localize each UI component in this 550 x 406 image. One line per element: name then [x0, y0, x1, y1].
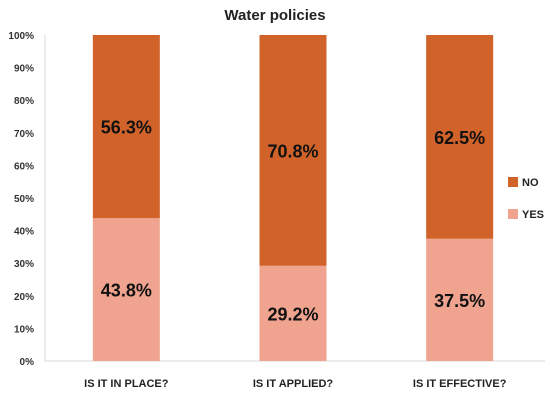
data-label: 62.5%: [434, 128, 485, 148]
y-tick-label: 50%: [14, 194, 34, 205]
bar-yes: [259, 265, 327, 361]
x-tick-label: IS IT IN PLACE?: [84, 378, 169, 390]
y-tick-label: 20%: [14, 292, 34, 303]
y-tick-label: 60%: [14, 161, 34, 172]
data-label: 29.2%: [267, 304, 318, 324]
bars: 43.8% 56.3% 29.2% 70.8% 37.5% 62.5%: [92, 35, 494, 361]
y-tick-label: 10%: [14, 324, 34, 335]
legend-swatch-no: [508, 177, 518, 187]
bar-yes: [92, 218, 160, 361]
y-tick-label: 80%: [14, 96, 34, 107]
data-label: 43.8%: [101, 281, 152, 301]
x-tick-label: IS IT EFFECTIVE?: [413, 378, 507, 390]
legend-swatch-yes: [508, 209, 518, 219]
x-tick-label: IS IT APPLIED?: [253, 378, 334, 390]
y-tick-label: 90%: [14, 64, 34, 75]
data-label: 37.5%: [434, 291, 485, 311]
y-tick-label: 70%: [14, 129, 34, 140]
legend-label-no: NO: [522, 177, 539, 189]
data-label: 56.3%: [101, 118, 152, 138]
bar-no: [92, 35, 160, 219]
x-axis-labels: IS IT IN PLACE? IS IT APPLIED? IS IT EFFEC…: [84, 378, 507, 390]
data-label: 70.8%: [267, 141, 318, 161]
legend-label-yes: YES: [522, 209, 544, 221]
y-tick-label: 30%: [14, 259, 34, 270]
bar-yes: [426, 238, 494, 361]
y-axis-ticks: 0% 10% 20% 30% 40% 50% 60% 70% 80% 90% 100%: [8, 31, 34, 368]
y-tick-label: 0%: [20, 357, 35, 368]
y-tick-label: 40%: [14, 227, 34, 238]
legend: NO YES: [508, 177, 544, 221]
bar-no: [426, 35, 494, 239]
chart-title: Water policies: [224, 7, 325, 24]
bar-no: [259, 35, 327, 266]
y-tick-label: 100%: [8, 31, 34, 42]
